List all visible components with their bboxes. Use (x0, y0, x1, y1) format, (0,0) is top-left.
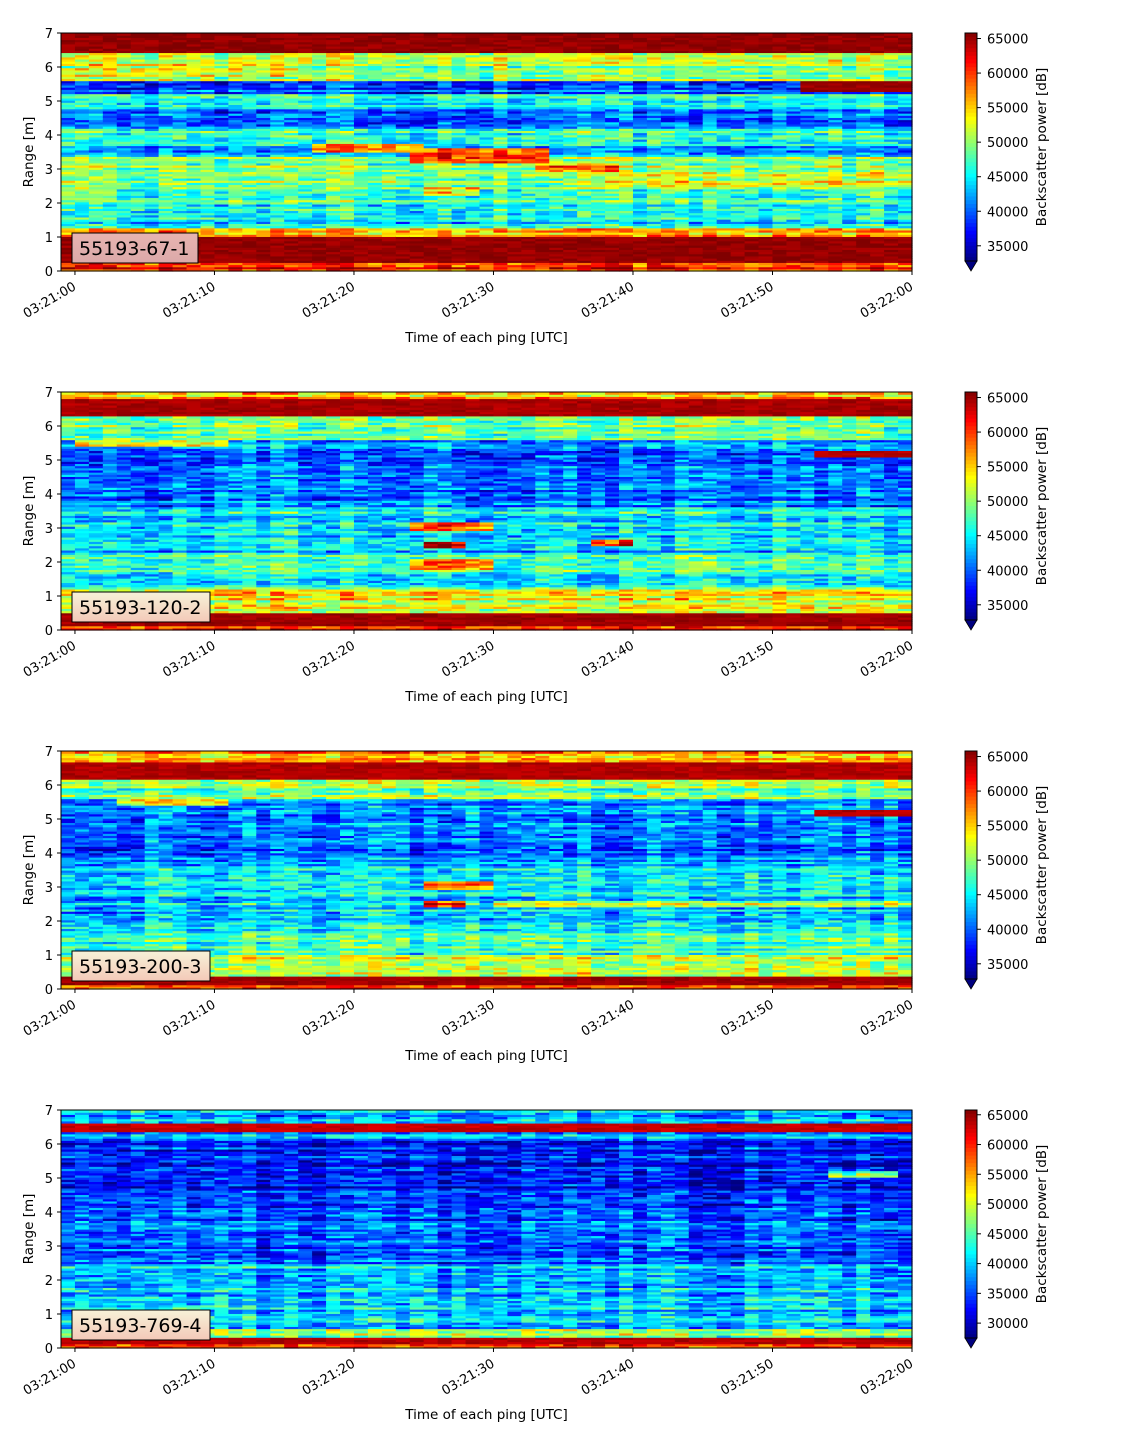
panel-1: 0123456703:21:00 03:21:10 03:21:20 03:21:30… (21, 27, 1050, 346)
